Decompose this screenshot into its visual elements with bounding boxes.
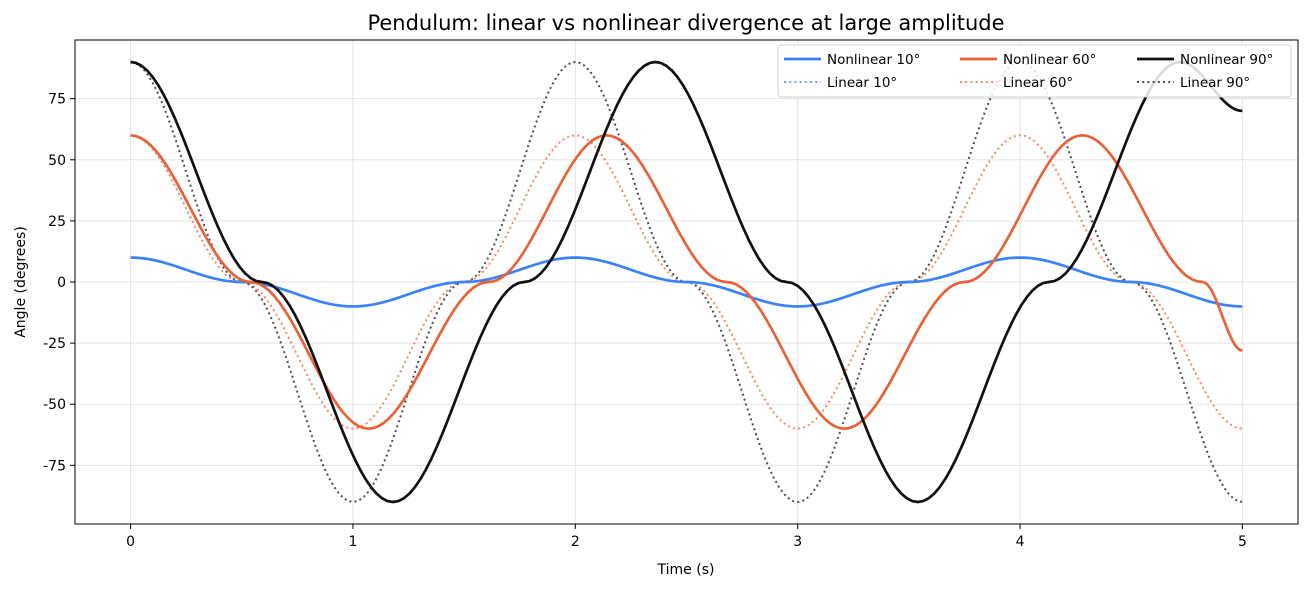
- x-tick-label: 5: [1238, 534, 1247, 550]
- x-ticks: 0 1 2 3 4 5: [126, 524, 1247, 550]
- y-tick-label: -25: [43, 336, 66, 352]
- legend-label: Linear 90°: [1180, 75, 1250, 91]
- legend-label: Linear 10°: [827, 75, 897, 91]
- series-line-nonlinear-60: [130, 133, 1243, 431]
- series-line-nonlinear-10: [130, 256, 1243, 308]
- legend-label: Nonlinear 60°: [1003, 52, 1096, 68]
- y-axis-label: Angle (degrees): [13, 226, 29, 338]
- y-tick-label: 75: [48, 92, 66, 108]
- legend: Nonlinear 10° Linear 10° Nonlinear 60° Line…: [777, 44, 1292, 98]
- legend-label: Nonlinear 90°: [1180, 52, 1273, 68]
- chart-title: Pendulum: linear vs nonlinear divergence…: [367, 11, 1004, 35]
- x-tick-label: 2: [571, 534, 580, 550]
- x-tick-label: 3: [793, 534, 802, 550]
- legend-label: Nonlinear 10°: [827, 52, 920, 68]
- y-tick-label: 25: [48, 214, 66, 230]
- x-tick-label: 1: [348, 534, 357, 550]
- x-tick-label: 0: [126, 534, 135, 550]
- y-tick-label: 0: [57, 275, 66, 291]
- y-tick-label: 50: [48, 153, 66, 169]
- legend-label: Linear 60°: [1003, 75, 1073, 91]
- x-tick-label: 4: [1016, 534, 1025, 550]
- x-axis-label: Time (s): [657, 562, 715, 578]
- series-layer: [130, 60, 1243, 504]
- series-line-nonlinear-90: [130, 60, 1243, 504]
- y-tick-label: -75: [43, 458, 66, 474]
- y-ticks: -75 -50 -25 0 25 50 75: [43, 92, 75, 474]
- y-tick-label: -50: [43, 397, 66, 413]
